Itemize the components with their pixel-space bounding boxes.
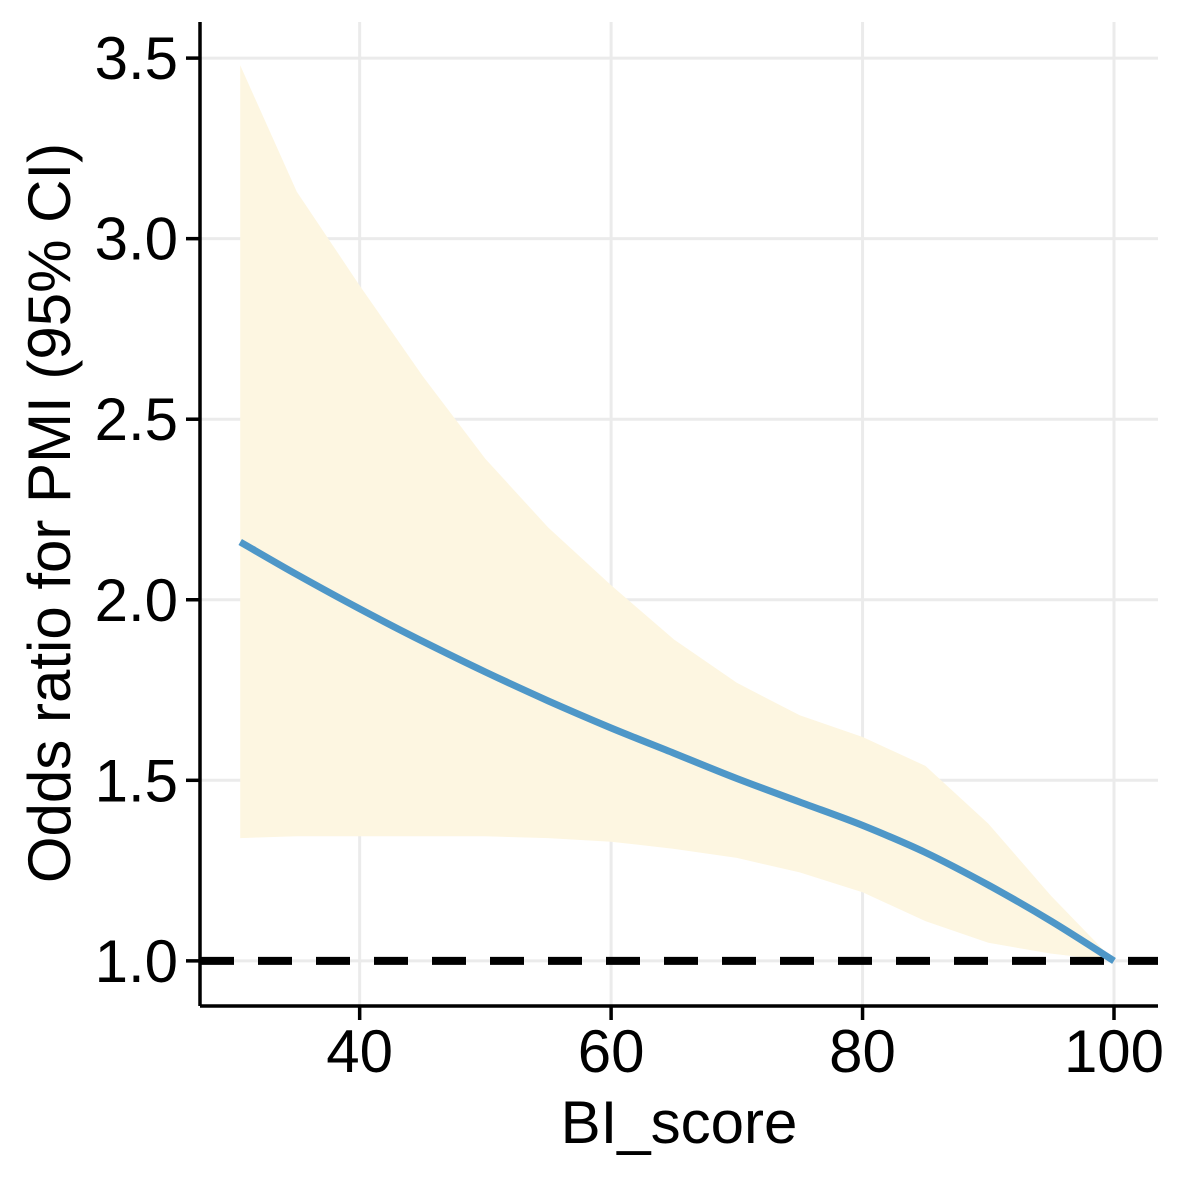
y-axis-ticks: 1.0 1.5 2.0 2.5 3.0 3.5 (95, 25, 200, 995)
y-tick-label-1: 1.5 (95, 747, 178, 814)
y-tick-label-2: 2.0 (95, 567, 178, 634)
confidence-band (240, 65, 1114, 961)
x-tick-label-100: 100 (1064, 1018, 1164, 1085)
y-tick-label-5: 3.5 (95, 25, 178, 92)
y-tick-label-4: 3.0 (95, 206, 178, 273)
x-tick-label-80: 80 (829, 1018, 896, 1085)
y-tick-label-0: 1.0 (95, 928, 178, 995)
odds-ratio-line (238, 538, 1116, 964)
x-axis-title: BI_score (561, 1089, 798, 1156)
x-axis-ticks: 40 60 80 100 (326, 1006, 1164, 1085)
y-tick-label-3: 2.5 (95, 386, 178, 453)
x-tick-label-60: 60 (578, 1018, 645, 1085)
y-axis-title: Odds ratio for PMI (95% CI) (16, 143, 83, 883)
x-tick-label-40: 40 (326, 1018, 393, 1085)
